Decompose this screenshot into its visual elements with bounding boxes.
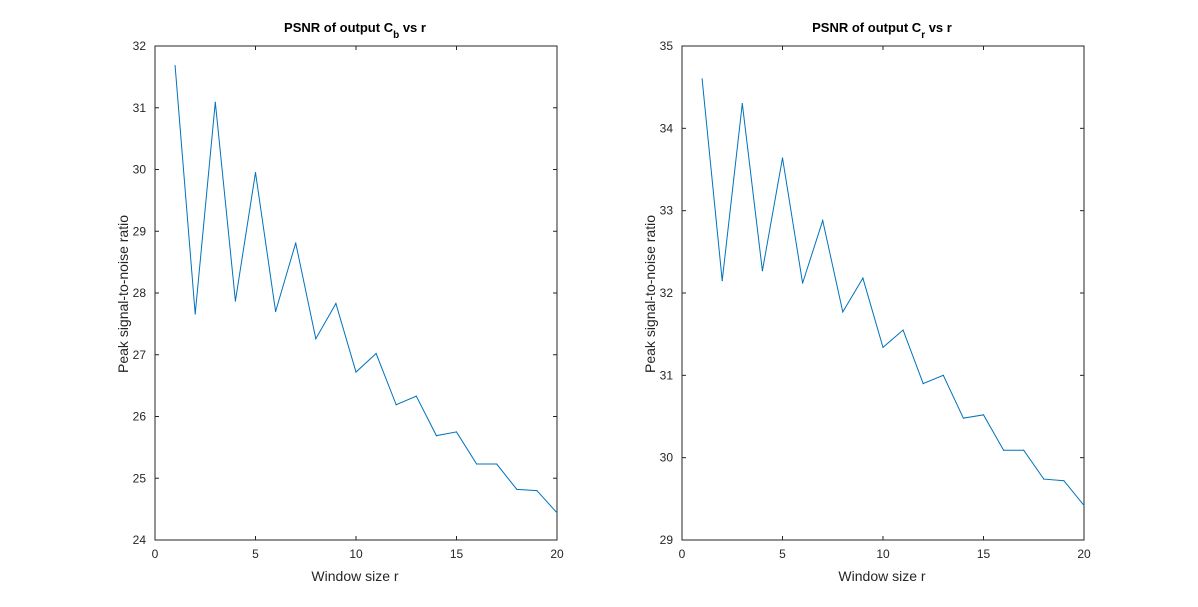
series-line — [174, 65, 558, 514]
chart-title: PSNR of output Cr vs r — [812, 20, 952, 41]
data-point — [942, 374, 944, 376]
data-point — [174, 65, 176, 67]
plot-area — [681, 45, 1085, 541]
y-tick-label: 24 — [133, 533, 147, 547]
data-point — [962, 417, 965, 419]
y-tick-label: 35 — [660, 39, 674, 53]
data-point — [721, 280, 723, 282]
y-tick-label: 29 — [133, 224, 147, 238]
y-tick-label: 32 — [133, 39, 147, 53]
y-axis-label: Peak signal-to-noise ratio — [642, 215, 658, 373]
y-tick-label: 32 — [660, 286, 674, 300]
data-point — [982, 414, 985, 416]
plot-area — [154, 45, 558, 541]
data-point — [335, 302, 337, 305]
y-axis-label: Peak signal-to-noise ratio — [115, 215, 131, 373]
data-point — [234, 300, 236, 302]
data-point — [822, 219, 824, 222]
chart-title-subscript: b — [393, 30, 399, 41]
y-tick-label: 27 — [133, 348, 147, 362]
data-point — [842, 311, 844, 313]
data-point — [455, 431, 458, 433]
x-tick-label: 5 — [779, 547, 786, 561]
x-tick-label: 20 — [1077, 547, 1091, 561]
y-tick-label: 31 — [133, 101, 147, 115]
data-point — [254, 171, 257, 174]
data-point — [862, 277, 864, 279]
data-point — [375, 352, 377, 355]
data-point — [315, 338, 317, 340]
data-point — [435, 435, 437, 437]
data-point — [781, 157, 784, 159]
chart-title-subscript: r — [921, 30, 925, 41]
chart-title-suffix: vs r — [399, 20, 426, 35]
x-tick-label: 15 — [450, 547, 464, 561]
data-point — [741, 103, 743, 105]
data-point — [516, 488, 518, 490]
y-tick-label: 29 — [660, 533, 674, 547]
chart-title-main: PSNR of output C — [812, 20, 922, 35]
series-line — [701, 78, 1085, 506]
data-point — [275, 310, 277, 313]
data-point — [701, 78, 703, 80]
y-tick-label: 31 — [660, 368, 674, 382]
x-tick-label: 0 — [152, 547, 159, 561]
y-tick-label: 28 — [133, 286, 147, 300]
data-point — [415, 395, 417, 397]
x-tick-label: 10 — [876, 547, 890, 561]
data-point — [214, 101, 216, 103]
y-tick-label: 34 — [660, 121, 674, 135]
data-point — [355, 371, 357, 373]
y-tick-label: 26 — [133, 410, 147, 424]
chart-cb: PSNR of output Cb vs r Window size r Pea… — [115, 20, 564, 584]
y-tick-label: 25 — [133, 471, 147, 485]
data-point — [802, 282, 804, 284]
x-tick-label: 10 — [349, 547, 363, 561]
y-tick-label: 30 — [660, 451, 674, 465]
data-point — [1023, 449, 1025, 451]
data-point — [536, 490, 538, 492]
chart-title: PSNR of output Cb vs r — [284, 20, 426, 41]
data-point — [496, 463, 498, 465]
data-point — [395, 404, 397, 406]
x-axis-label: Window size r — [311, 568, 398, 584]
data-point — [882, 346, 884, 348]
data-point — [902, 329, 904, 331]
y-tick-label: 33 — [660, 204, 674, 218]
data-point — [556, 512, 558, 514]
data-point — [1003, 449, 1005, 451]
data-point — [1043, 478, 1045, 480]
x-axis-label: Window size r — [838, 568, 925, 584]
chart-title-suffix: vs r — [925, 20, 952, 35]
data-point — [194, 313, 196, 315]
data-point — [295, 242, 297, 244]
x-tick-label: 5 — [252, 547, 259, 561]
chart-title-main: PSNR of output C — [284, 20, 394, 35]
data-point — [1063, 480, 1065, 482]
data-point — [476, 463, 478, 465]
x-tick-label: 0 — [679, 547, 686, 561]
x-tick-label: 20 — [550, 547, 564, 561]
data-point — [761, 270, 764, 272]
y-tick-label: 30 — [133, 163, 147, 177]
x-tick-label: 15 — [977, 547, 991, 561]
data-point — [1083, 504, 1085, 507]
chart-cr: PSNR of output Cr vs r Window size r Pea… — [642, 20, 1091, 584]
data-point — [922, 382, 924, 385]
